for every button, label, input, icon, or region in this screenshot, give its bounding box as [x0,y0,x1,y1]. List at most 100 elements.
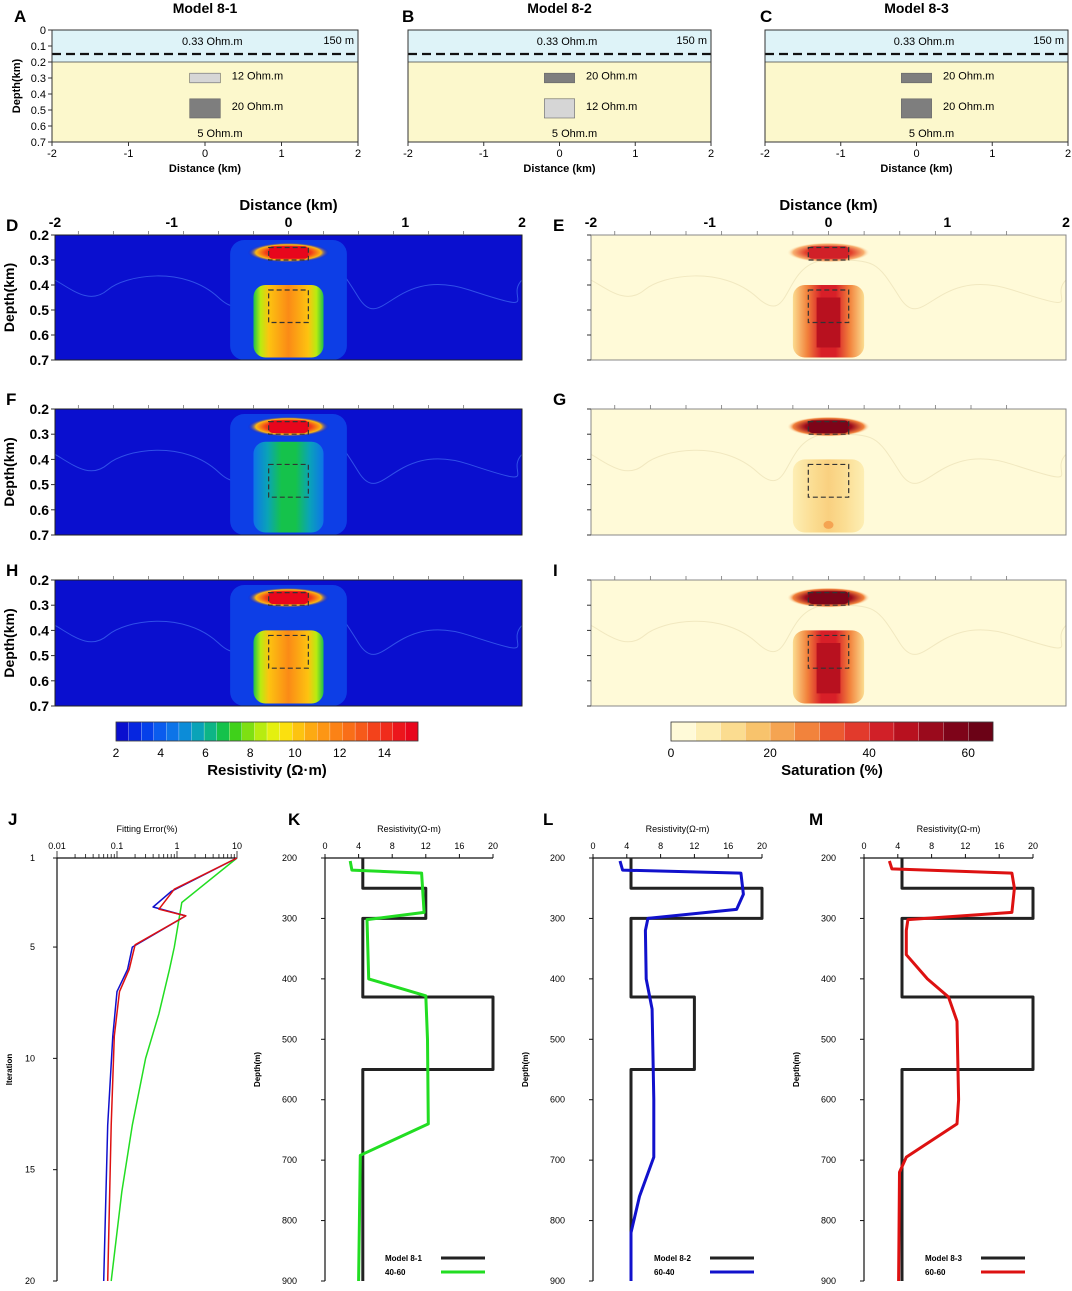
x-axis-title: Resistivity(Ω-m) [377,824,441,834]
legend-label: 40-60 [385,1268,406,1277]
panel-label: L [543,810,553,829]
y-tick-label: 0.2 [30,572,50,588]
section-panel-D: D -2 -1 0 1 2 Distance (km) 0.2 0.3 0.4 0.5 0.6 0.7 D… [1,197,526,368]
colorbar-swatch [153,721,167,742]
colorbar-swatch [329,721,343,742]
y-tick-label: 200 [550,853,565,863]
x-tick-label: -1 [166,214,179,230]
colorbar-swatch [893,721,920,742]
y-tick-label: 0.3 [31,73,46,85]
seawater-layer [408,30,711,62]
lower-block-label: 12 Ohm.m [586,101,637,113]
y-tick-label: 0.5 [30,302,50,318]
sea-resistivity: 0.33 Ohm.m [182,36,243,48]
x-tick-label: 0 [285,214,293,230]
y-tick-label: 900 [550,1276,565,1286]
x-axis-title: Distance (km) [239,197,337,214]
upper-block-label: 20 Ohm.m [943,71,994,83]
lower-block-label: 20 Ohm.m [232,101,283,113]
x-tick-label: 0 [556,148,562,160]
y-axis-title: Depth(m) [521,1052,530,1087]
panel-label: I [553,561,558,580]
colorbar-swatch [844,721,870,742]
x-tick-label: -2 [585,214,598,230]
colorbar-swatch [869,721,895,742]
panel-label: D [6,216,18,235]
x-tick-label: 12 [960,841,970,851]
true-upper-outline [268,246,309,261]
x-tick-label: 2 [355,148,361,160]
y-tick-label: 0.7 [30,698,50,714]
x-tick-label: 0 [590,841,595,851]
y-tick-label: 600 [550,1095,565,1105]
x-tick-label: 20 [1028,841,1038,851]
panel-label: F [6,390,16,409]
x-tick-label: -1 [836,148,846,160]
y-tick-label: 0.6 [30,502,50,518]
y-axis-title: Depth(m) [253,1052,262,1087]
true-lower-outline [807,634,850,669]
true-upper-outline [268,421,309,435]
seawater-layer [52,30,358,62]
x-tick-label: 0 [825,214,833,230]
lower-anomaly [253,630,324,704]
y-tick-label: 0.5 [30,477,50,493]
colorbar-swatch [191,721,205,742]
x-axis-title: Resistivity(Ω-m) [646,824,710,834]
seawater-layer [765,30,1068,62]
x-tick-label: 0.1 [111,841,124,851]
y-tick-label: 15 [25,1165,35,1175]
upper-anomaly-core [808,246,849,259]
x-tick-label: 16 [454,841,464,851]
series-line [348,860,430,1282]
colorbar-tick-label: 60 [962,746,976,760]
colorbar-swatch [720,721,746,742]
inversion-sections: D -2 -1 0 1 2 Distance (km) 0.2 0.3 0.4 0.5 0.6 0.7 D… [1,197,1070,714]
y-tick-label: 600 [282,1095,297,1105]
y-axis-title: Depth(km) [11,58,23,113]
x-tick-label: 2 [1062,214,1070,230]
lower-anomaly [792,459,865,533]
panel-label: C [760,7,772,26]
x-tick-label: 1 [943,214,951,230]
colorbar-tick-label: 20 [763,746,777,760]
y-tick-label: 500 [821,1034,836,1044]
legend-label: Model 8-3 [925,1254,962,1263]
x-axis-title: Distance (km) [779,197,877,214]
y-tick-label: 700 [550,1155,565,1165]
y-axis-title: Iteration [5,1054,14,1086]
x-tick-label: 1 [401,214,409,230]
y-tick-label: 0.3 [30,426,50,442]
y-tick-label: 900 [282,1276,297,1286]
x-tick-label: 0 [861,841,866,851]
colorbar-swatch [342,721,356,742]
colorbar-tick-label: 8 [247,746,254,760]
y-axis-title: Depth(km) [1,263,17,332]
colorbar-frame [115,721,419,742]
x-tick-label: 20 [757,841,767,851]
resistivity-colorbar: 2 4 6 8 10 12 14 Resistivity (Ω·m) [113,721,419,779]
upper-anomaly-core [268,591,309,604]
legend-label: 60-40 [654,1268,675,1277]
x-tick-label: 4 [895,841,900,851]
colorbar-tick-label: 0 [668,746,675,760]
sea-resistivity: 0.33 Ohm.m [894,36,955,48]
x-tick-label: 8 [658,841,663,851]
upper-hydrate-block [901,72,932,84]
panel-label: B [402,7,414,26]
x-tick-label: 8 [390,841,395,851]
series-line [618,860,745,1281]
colorbar-title: Saturation (%) [781,762,883,779]
y-tick-label: 0.6 [30,327,50,343]
x-tick-label: 1 [632,148,638,160]
y-tick-label: 300 [821,913,836,923]
x-tick-label: 0 [202,148,208,160]
background-resistivity: 5 Ohm.m [909,128,954,140]
y-tick-label: 400 [821,974,836,984]
y-tick-label: 700 [282,1155,297,1165]
lower-anomaly [253,441,324,533]
upper-anomaly-core [808,591,849,604]
x-tick-label: -1 [479,148,489,160]
sea-depth-label: 150 m [323,35,354,47]
y-tick-label: 0.5 [31,105,46,117]
